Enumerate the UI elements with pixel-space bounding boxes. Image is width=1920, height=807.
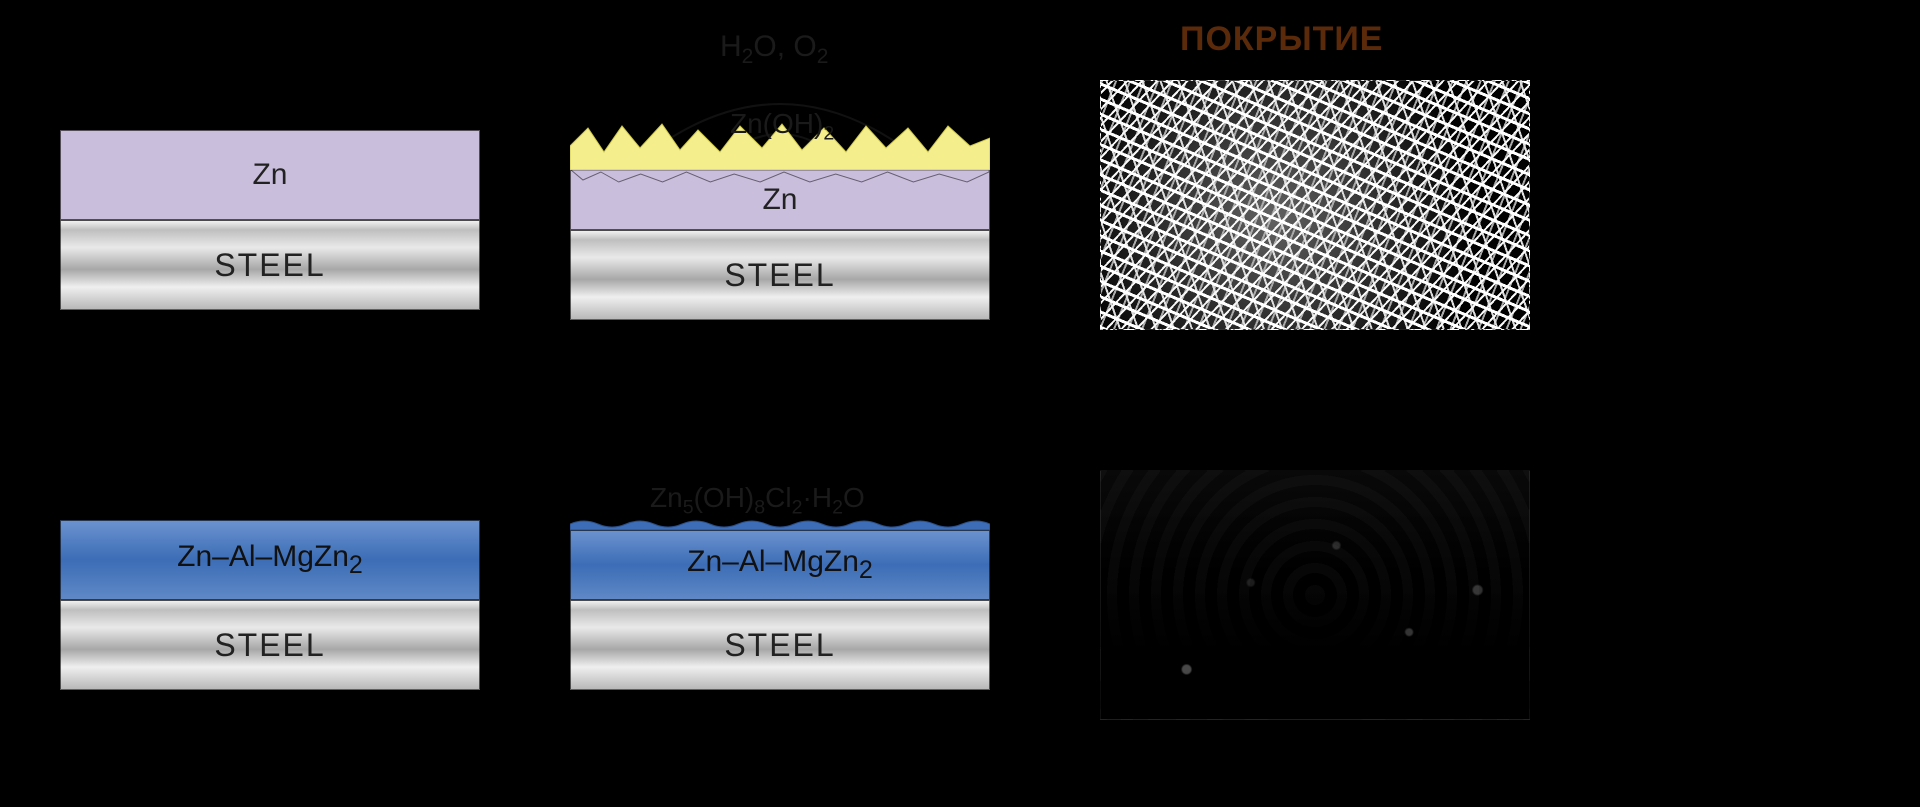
panel-zn-corroding: Zn STEEL <box>570 170 990 320</box>
layer-zn-thin: Zn <box>570 170 990 230</box>
znoh-formula: Zn(OH)2 <box>730 108 834 146</box>
layer-alloy: Zn–Al–MgZn2 <box>570 530 990 600</box>
micrograph-zn-oxide <box>1100 80 1530 330</box>
layer-label-zn: Zn <box>252 158 287 192</box>
diagram-canvas: { "header": { "coating": "ПОКРЫТИЕ" }, "… <box>0 0 1920 807</box>
layer-label-alloy: Zn–Al–MgZn2 <box>687 545 873 585</box>
layer-steel: STEEL <box>570 230 990 320</box>
layer-label-alloy: Zn–Al–MgZn2 <box>177 540 363 580</box>
layer-alloy: Zn–Al–MgZn2 <box>60 520 480 600</box>
layer-zn: Zn <box>60 130 480 220</box>
layer-label-steel: STEEL <box>214 247 325 284</box>
panel-alloy-initial: Zn–Al–MgZn2 STEEL <box>60 520 480 690</box>
panel-alloy-corroding: Zn–Al–MgZn2 STEEL <box>570 530 990 690</box>
env-formula: H2O, O2 <box>720 30 828 69</box>
layer-steel: STEEL <box>60 220 480 310</box>
alloy-rough-top <box>570 518 990 530</box>
layer-steel: STEEL <box>60 600 480 690</box>
micrograph-alloy-oxide <box>1100 470 1530 720</box>
layer-label-steel: STEEL <box>724 627 835 664</box>
layer-label-zn: Zn <box>762 183 797 217</box>
layer-label-steel: STEEL <box>724 257 835 294</box>
layer-label-steel: STEEL <box>214 627 325 664</box>
panel-zn-initial: Zn STEEL <box>60 130 480 310</box>
zn-interface <box>571 170 989 184</box>
simonkolleite-formula: Zn5(OH)8Cl2·H2O <box>650 482 865 520</box>
layer-steel: STEEL <box>570 600 990 690</box>
coating-header: ПОКРЫТИЕ <box>1180 20 1383 59</box>
